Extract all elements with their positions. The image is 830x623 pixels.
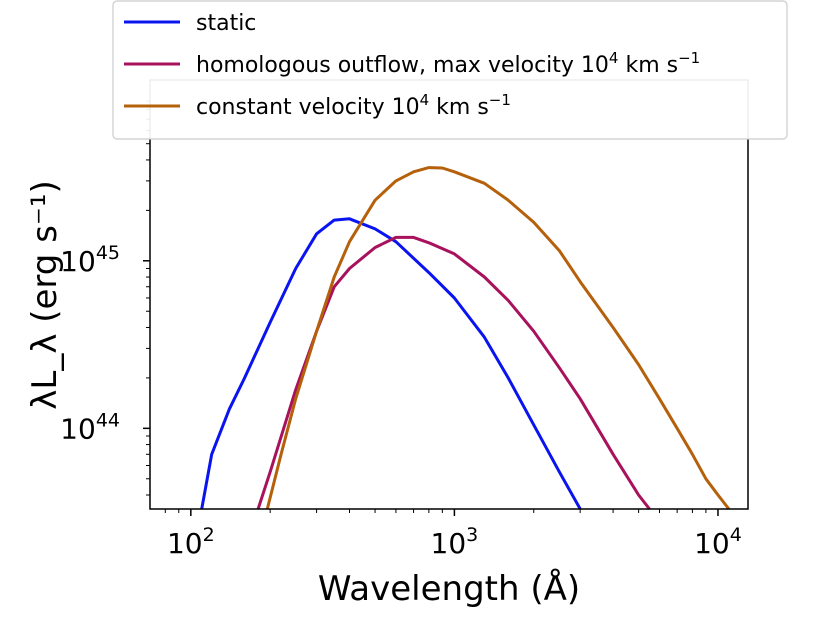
y-tick-label: 1045 xyxy=(60,242,120,278)
x-tick-label: 102 xyxy=(167,524,215,560)
series-line-0 xyxy=(200,217,582,510)
series-layer xyxy=(200,166,731,510)
legend-label-0: static xyxy=(196,11,256,36)
y-axis: 1044 1045 xyxy=(60,100,150,496)
series-line-2 xyxy=(265,166,731,510)
x-tick-label: 103 xyxy=(431,524,479,560)
x-axis-label: Wavelength (Å) xyxy=(318,568,580,609)
y-tick-label: 1044 xyxy=(60,409,120,445)
legend-label-1: homologous outflow, max velocity 104 km … xyxy=(196,49,700,78)
legend-frame xyxy=(112,0,788,140)
legend: static homologous outflow, max velocity 1… xyxy=(112,0,788,140)
legend-label-2: constant velocity 104 km s−1 xyxy=(196,91,511,120)
x-tick-label: 104 xyxy=(694,524,742,560)
x-axis: 102 103 104 xyxy=(164,509,742,560)
y-axis-label: λL_λ (erg s⁻¹) xyxy=(25,180,65,410)
